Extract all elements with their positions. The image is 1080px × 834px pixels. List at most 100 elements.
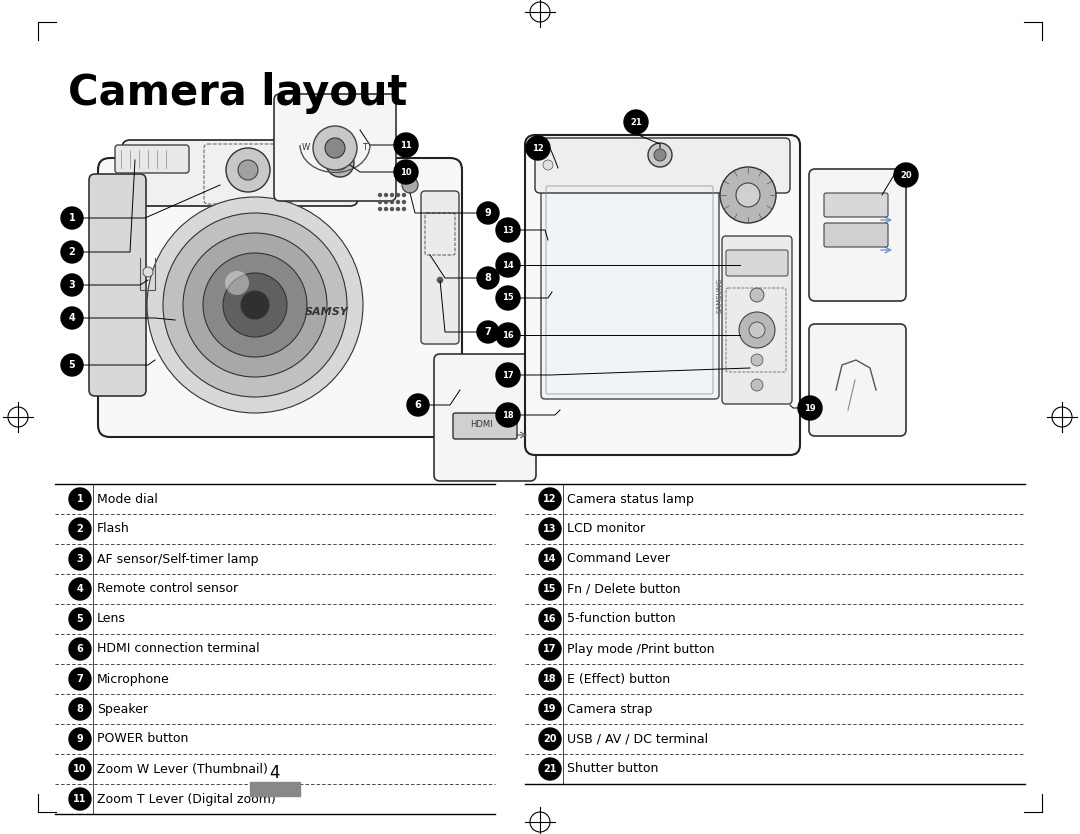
Circle shape [391, 193, 393, 197]
FancyBboxPatch shape [274, 94, 396, 201]
Circle shape [539, 758, 561, 780]
FancyBboxPatch shape [541, 181, 719, 399]
Circle shape [477, 202, 499, 224]
Circle shape [496, 218, 519, 242]
Circle shape [391, 208, 393, 210]
Circle shape [325, 138, 345, 158]
Text: 2: 2 [77, 524, 83, 534]
Text: SAMSUNG: SAMSUNG [717, 278, 723, 313]
Text: 14: 14 [502, 260, 514, 269]
Circle shape [69, 608, 91, 630]
Text: Camera layout: Camera layout [68, 72, 407, 114]
Circle shape [69, 668, 91, 690]
Circle shape [183, 233, 327, 377]
FancyBboxPatch shape [535, 138, 789, 193]
Circle shape [203, 253, 307, 357]
Text: Play mode /Print button: Play mode /Print button [567, 642, 715, 656]
Circle shape [403, 208, 405, 210]
Circle shape [313, 126, 357, 170]
Text: 7: 7 [485, 327, 491, 337]
Circle shape [222, 273, 287, 337]
Circle shape [539, 518, 561, 540]
Circle shape [496, 323, 519, 347]
FancyBboxPatch shape [824, 193, 888, 217]
FancyBboxPatch shape [809, 324, 906, 436]
Circle shape [378, 200, 381, 203]
Circle shape [394, 160, 418, 184]
Circle shape [539, 668, 561, 690]
Circle shape [391, 200, 393, 203]
Circle shape [539, 578, 561, 600]
Circle shape [384, 193, 388, 197]
Circle shape [69, 698, 91, 720]
Circle shape [751, 354, 762, 366]
Circle shape [333, 156, 347, 170]
Text: 14: 14 [543, 554, 557, 564]
Circle shape [539, 488, 561, 510]
Circle shape [654, 149, 666, 161]
Circle shape [394, 133, 418, 157]
Circle shape [69, 788, 91, 810]
Circle shape [238, 160, 258, 180]
Text: USB / AV / DC terminal: USB / AV / DC terminal [567, 732, 708, 746]
Text: 21: 21 [543, 764, 557, 774]
Bar [249, 782, 300, 796]
Text: 6: 6 [415, 400, 421, 410]
Text: POWER button: POWER button [97, 732, 188, 746]
Circle shape [798, 396, 822, 420]
Text: 10: 10 [73, 764, 86, 774]
Text: 5: 5 [69, 360, 76, 370]
Circle shape [69, 488, 91, 510]
Circle shape [396, 200, 400, 203]
FancyBboxPatch shape [114, 145, 189, 173]
Text: Mode dial: Mode dial [97, 493, 158, 505]
FancyBboxPatch shape [453, 413, 517, 439]
Circle shape [60, 207, 83, 229]
Text: T: T [362, 143, 367, 152]
Circle shape [147, 197, 363, 413]
FancyBboxPatch shape [809, 169, 906, 301]
Circle shape [539, 638, 561, 660]
Text: 12: 12 [532, 143, 544, 153]
Text: Command Lever: Command Lever [567, 552, 670, 565]
Circle shape [735, 183, 760, 207]
Circle shape [326, 149, 354, 177]
Text: 7: 7 [77, 674, 83, 684]
Circle shape [69, 758, 91, 780]
FancyBboxPatch shape [122, 140, 357, 206]
Circle shape [539, 728, 561, 750]
Text: HDMI connection terminal: HDMI connection terminal [97, 642, 259, 656]
Text: E (Effect) button: E (Effect) button [567, 672, 670, 686]
Circle shape [437, 277, 443, 283]
Text: 8: 8 [77, 704, 83, 714]
FancyBboxPatch shape [726, 250, 788, 276]
Circle shape [69, 728, 91, 750]
FancyBboxPatch shape [89, 174, 146, 396]
Circle shape [539, 548, 561, 570]
FancyBboxPatch shape [723, 236, 792, 404]
Text: 3: 3 [77, 554, 83, 564]
Circle shape [225, 271, 249, 295]
Circle shape [539, 698, 561, 720]
Text: 8: 8 [485, 273, 491, 283]
Circle shape [403, 193, 405, 197]
Text: 10: 10 [401, 168, 411, 177]
Text: 15: 15 [543, 584, 557, 594]
Text: 21: 21 [630, 118, 642, 127]
Text: 9: 9 [77, 734, 83, 744]
Circle shape [163, 213, 347, 397]
Text: 20: 20 [543, 734, 557, 744]
Text: 13: 13 [502, 225, 514, 234]
Text: 9: 9 [485, 208, 491, 218]
Circle shape [384, 200, 388, 203]
Circle shape [378, 208, 381, 210]
Text: SAMSY: SAMSY [305, 307, 349, 317]
Text: 17: 17 [502, 370, 514, 379]
Text: 20: 20 [901, 170, 912, 179]
Circle shape [477, 321, 499, 343]
Circle shape [69, 548, 91, 570]
Text: 11: 11 [73, 794, 86, 804]
Text: Speaker: Speaker [97, 702, 148, 716]
Circle shape [539, 608, 561, 630]
FancyBboxPatch shape [824, 223, 888, 247]
